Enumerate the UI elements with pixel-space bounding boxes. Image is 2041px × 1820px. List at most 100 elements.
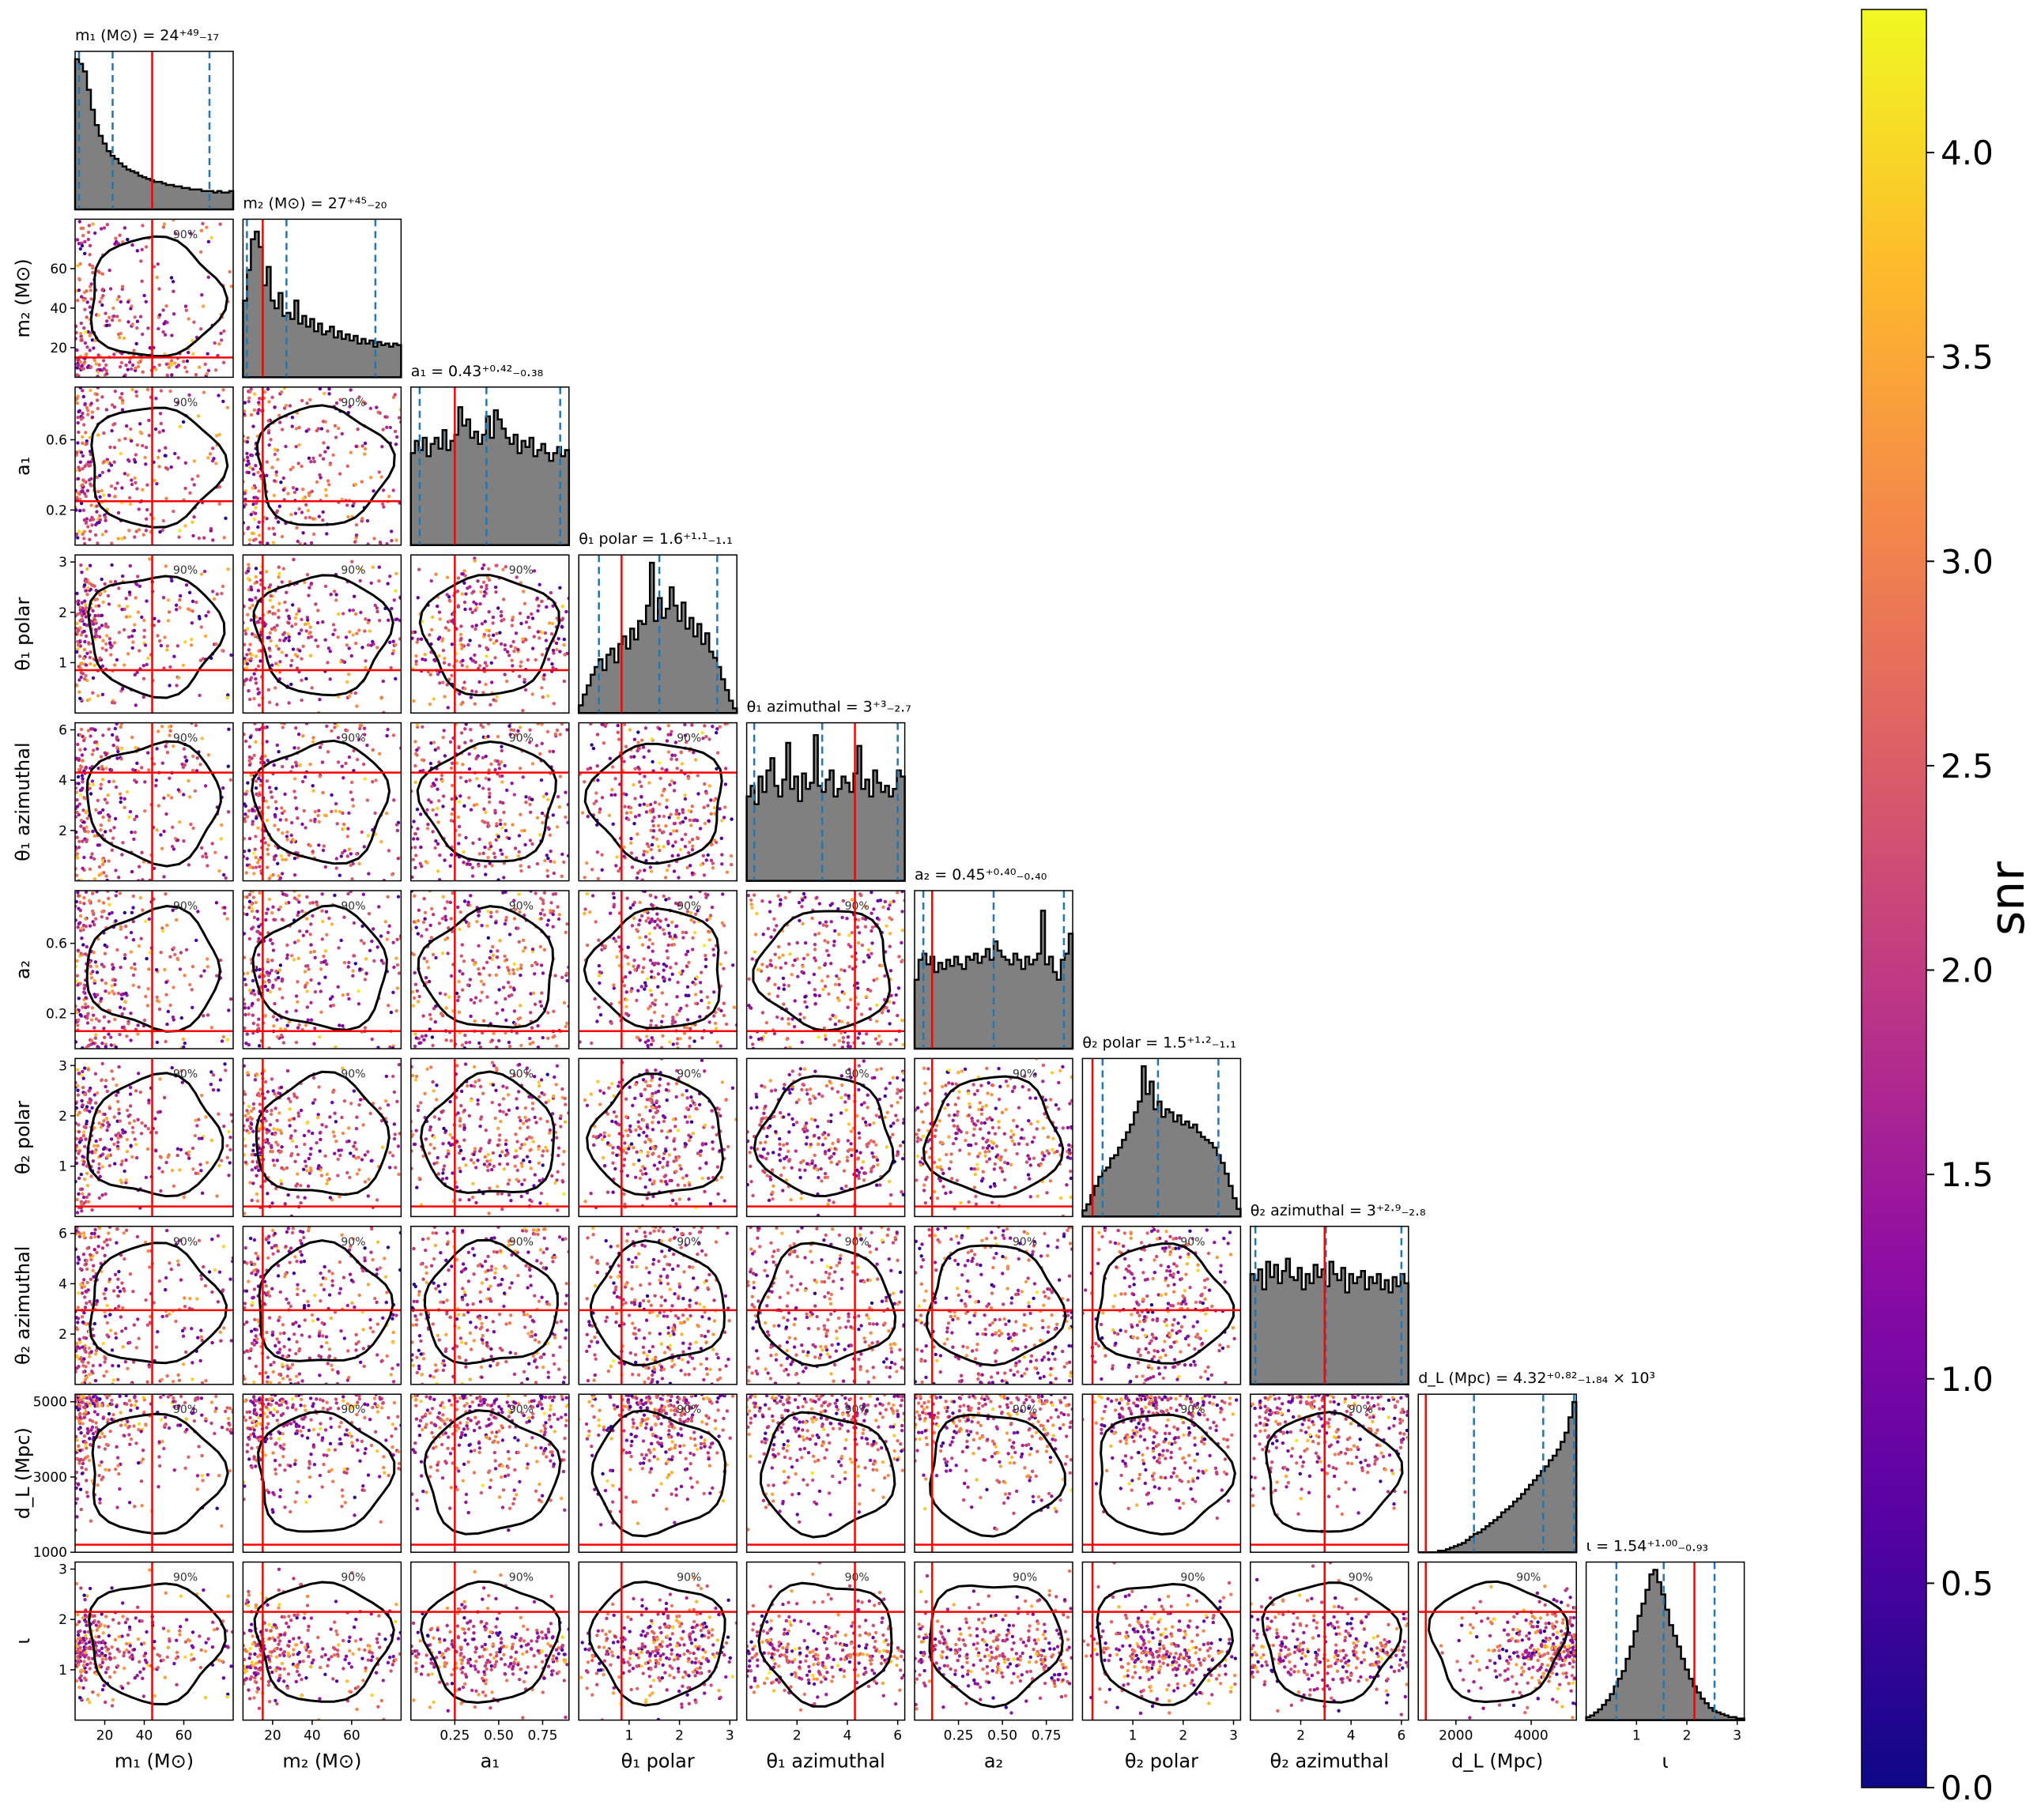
scatter-point <box>845 917 849 921</box>
scatter-point <box>250 454 255 458</box>
scatter-point <box>86 830 90 834</box>
scatter-point <box>160 926 164 930</box>
scatter-point <box>624 744 628 748</box>
scatter-point <box>480 924 484 928</box>
scatter-point <box>247 396 251 400</box>
scatter-point <box>243 412 246 416</box>
scatter-point <box>196 414 201 418</box>
scatter-point <box>779 898 783 902</box>
scatter-point <box>251 822 255 827</box>
scatter-point <box>280 918 285 921</box>
scatter-point <box>250 588 254 592</box>
scatter-point <box>277 976 281 980</box>
scatter-point <box>162 222 167 226</box>
scatter-point <box>107 779 111 784</box>
scatter-point <box>145 517 149 521</box>
scatter-point <box>282 386 287 390</box>
scatter-point <box>131 894 135 899</box>
scatter-point <box>689 911 693 915</box>
scatter-point <box>250 909 255 914</box>
scatter-point <box>859 1012 864 1016</box>
scatter-point <box>293 616 298 620</box>
scatter-point <box>628 728 632 732</box>
scatter-point <box>192 459 197 463</box>
scatter-point <box>648 959 653 963</box>
scatter-point <box>313 809 317 814</box>
scatter-point <box>349 654 353 658</box>
scatter-point <box>398 618 402 623</box>
scatter-point <box>89 792 93 796</box>
scatter-point <box>505 788 509 793</box>
scatter-point <box>321 510 325 514</box>
scatter-point <box>82 537 86 541</box>
scatter-point <box>372 959 376 963</box>
scatter-point <box>579 1040 582 1044</box>
scatter-point <box>296 1000 300 1004</box>
scatter-point <box>648 1004 652 1008</box>
scatter-point <box>283 600 287 605</box>
scatter-point <box>523 637 527 642</box>
scatter-point <box>438 878 442 881</box>
scatter-point <box>493 855 497 860</box>
scatter-point <box>180 762 184 767</box>
scatter-point <box>803 895 807 899</box>
scatter-point <box>549 901 553 905</box>
scatter-point <box>264 799 268 803</box>
scatter-point <box>86 409 90 413</box>
scatter-point <box>870 911 873 915</box>
scatter-point <box>108 323 111 327</box>
scatter-point <box>199 327 203 331</box>
scatter-point <box>333 590 337 593</box>
scatter-point <box>675 1012 679 1017</box>
scatter-point <box>110 541 114 545</box>
scatter-point <box>472 600 476 605</box>
scatter-point <box>712 1014 716 1018</box>
panel-title-m1: m₁ (M⊙) = 24⁺⁴⁹₋₁₇ <box>75 27 219 44</box>
scatter-point <box>534 744 539 748</box>
scatter-panel-theta1_az-vs-a1: 90% <box>410 722 570 882</box>
scatter-point <box>529 810 533 815</box>
scatter-point <box>508 985 512 989</box>
scatter-point <box>323 949 328 953</box>
scatter-point <box>461 763 465 767</box>
scatter-point <box>87 224 92 228</box>
scatter-point <box>446 706 450 710</box>
scatter-point <box>665 1002 669 1007</box>
scatter-point <box>755 911 759 916</box>
scatter-point <box>251 502 255 507</box>
scatter-point <box>75 398 78 401</box>
scatter-point <box>881 905 885 910</box>
scatter-point <box>270 941 274 946</box>
scatter-point <box>526 616 530 620</box>
scatter-point <box>494 1000 498 1004</box>
scatter-point <box>460 592 464 596</box>
scatter-point <box>502 810 506 815</box>
scatter-point <box>468 978 473 982</box>
scatter-point <box>628 970 632 974</box>
scatter-point <box>395 986 400 990</box>
scatter-point <box>841 1040 846 1044</box>
scatter-point <box>107 991 111 995</box>
scatter-point <box>603 944 607 948</box>
scatter-point <box>427 798 431 802</box>
scatter-point <box>75 1010 79 1015</box>
scatter-point <box>282 722 286 725</box>
scatter-point <box>103 951 108 955</box>
scatter-point <box>165 923 169 928</box>
scatter-point <box>591 746 596 751</box>
scatter-point <box>707 1020 711 1024</box>
scatter-point <box>78 262 82 266</box>
scatter-point <box>802 1016 806 1020</box>
scatter-point <box>185 359 190 364</box>
scatter-point <box>296 910 300 914</box>
scatter-point <box>683 845 688 849</box>
y-tick-label: 6 <box>58 723 67 739</box>
scatter-point <box>82 986 86 991</box>
scatter-point <box>536 630 540 634</box>
scatter-point <box>412 996 417 1000</box>
scatter-point <box>420 865 424 869</box>
scatter-point <box>358 724 362 728</box>
scatter-point <box>163 454 168 458</box>
scatter-point <box>445 683 449 687</box>
scatter-point <box>622 984 627 988</box>
